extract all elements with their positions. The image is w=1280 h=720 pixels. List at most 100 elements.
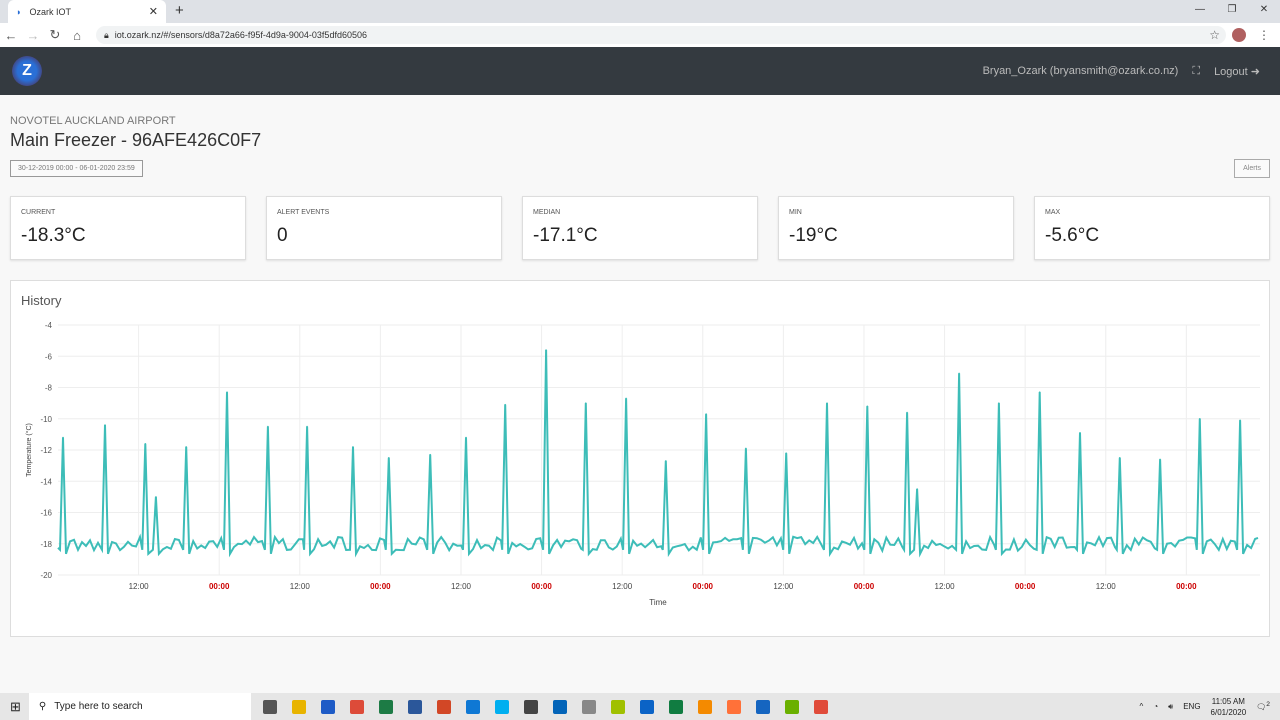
taskbar-app-icon[interactable]: [784, 699, 799, 714]
taskbar-app-icon[interactable]: [581, 699, 596, 714]
data-point: [826, 402, 828, 404]
close-tab-icon[interactable]: ✕: [148, 6, 158, 18]
y-axis-label: Temperature (°C): [25, 423, 33, 477]
x-tick-label: 12:00: [935, 582, 956, 591]
data-point: [504, 403, 507, 406]
taskbar-app-icon[interactable]: [639, 699, 654, 714]
stat-card-alert-events: ALERT EVENTS 0: [266, 196, 502, 260]
tab-title: Ozark IOT: [29, 6, 71, 17]
taskbar-app-icon[interactable]: [378, 699, 393, 714]
browser-tab[interactable]: ◗ Ozark IOT ✕: [8, 0, 166, 23]
x-tick-label: 12:00: [1096, 582, 1117, 591]
stat-value: -18.3°C: [21, 225, 86, 246]
y-tick-label: -8: [45, 384, 53, 393]
data-point: [429, 453, 432, 456]
data-point: [584, 402, 587, 404]
search-icon: ⚲: [38, 701, 47, 712]
lang-label[interactable]: ENG: [1183, 702, 1201, 711]
data-point: [306, 425, 308, 428]
taskbar-app-icon[interactable]: [726, 699, 741, 714]
x-tick-label: 12:00: [129, 582, 150, 591]
y-tick-label: -14: [40, 477, 52, 486]
star-icon[interactable]: ☆: [1209, 28, 1220, 42]
restore-icon[interactable]: ❐: [1227, 4, 1237, 15]
data-point: [625, 397, 627, 400]
volume-icon[interactable]: 🔊︎: [1168, 701, 1174, 711]
taskbar-app-icon[interactable]: [755, 699, 770, 714]
taskbar-app-icon[interactable]: [523, 699, 538, 714]
user-name[interactable]: Bryan_Ozark (bryansmith@ozark.co.nz): [982, 65, 1179, 77]
data-point: [352, 446, 354, 448]
logout-button[interactable]: Logout ➜: [1214, 65, 1260, 78]
logout-icon: ➜: [1250, 65, 1260, 78]
clock[interactable]: 11:05 AM 6/01/2020: [1210, 696, 1247, 717]
data-point: [545, 349, 547, 351]
data-point: [705, 413, 707, 415]
window-close-icon[interactable]: ✕: [1259, 4, 1269, 15]
x-tick-label: 12:00: [451, 582, 472, 591]
y-tick-label: -18: [40, 540, 52, 549]
page-title: Main Freezer - 96AFE426C0F7: [10, 130, 262, 150]
data-point: [906, 411, 908, 414]
taskbar-app-icon[interactable]: [320, 699, 335, 714]
stat-label: ALERT EVENTS: [277, 209, 330, 216]
stat-card-min: MIN -19°C: [778, 196, 1014, 260]
url-input[interactable]: 🔒︎ iot.ozark.nz/#/sensors/d8a72a66-f95f-4…: [96, 26, 1226, 44]
data-point: [1159, 458, 1161, 461]
x-tick-label: 00:00: [854, 582, 875, 591]
reload-icon[interactable]: ↻: [49, 27, 61, 42]
favicon-icon: ◗: [16, 6, 22, 17]
history-title: History: [21, 293, 62, 308]
notification-icon[interactable]: 🗨︎2: [1256, 701, 1270, 712]
x-tick-label: 00:00: [1015, 582, 1036, 591]
y-tick-label: -10: [40, 415, 52, 424]
alerts-button[interactable]: Alerts: [1234, 159, 1270, 178]
stat-value: -5.6°C: [1045, 225, 1100, 246]
data-point: [104, 424, 106, 426]
home-icon[interactable]: ⌂: [73, 27, 81, 43]
taskbar-app-icon[interactable]: [697, 699, 712, 714]
minimize-icon[interactable]: —: [1195, 4, 1205, 15]
data-point: [387, 457, 390, 459]
y-tick-label: -4: [45, 321, 53, 330]
menu-icon[interactable]: ⋮: [1258, 28, 1270, 42]
tray-chevron-icon[interactable]: ^: [1139, 702, 1144, 711]
date-range-picker[interactable]: 30-12-2019 00:00 - 06-01-2020 23:59: [10, 160, 143, 177]
collapse-icon[interactable]: ⛶: [1192, 64, 1201, 77]
taskbar-app-icon[interactable]: [813, 699, 828, 714]
stat-label: CURRENT: [21, 209, 56, 216]
taskbar-app-icon[interactable]: [436, 699, 451, 714]
tab-bar: ◗ Ozark IOT ✕ + — ❐ ✕: [0, 0, 1280, 23]
data-point: [62, 436, 64, 439]
taskbar-app-icon[interactable]: [668, 699, 683, 714]
stat-label: MEDIAN: [533, 209, 561, 216]
x-tick-label: 12:00: [773, 582, 794, 591]
address-bar: ← → ↻ ⌂ 🔒︎ iot.ozark.nz/#/sensors/d8a72a6…: [0, 23, 1280, 47]
taskbar-search[interactable]: ⚲ Type here to search: [28, 693, 251, 720]
taskbar-app-icon[interactable]: [610, 699, 625, 714]
y-tick-label: -6: [45, 352, 53, 361]
network-icon[interactable]: ◔: [1153, 702, 1159, 711]
new-tab-icon[interactable]: +: [175, 2, 184, 19]
data-point: [465, 436, 467, 439]
forward-icon[interactable]: →: [26, 27, 40, 43]
taskbar-app-icon[interactable]: [494, 699, 509, 714]
url-text: iot.ozark.nz/#/sensors/d8a72a66-f95f-4d9…: [114, 30, 367, 40]
taskbar-app-icon[interactable]: [552, 699, 567, 714]
avatar[interactable]: [1232, 28, 1246, 42]
x-tick-label: 00:00: [531, 582, 552, 591]
stat-label: MAX: [1045, 209, 1061, 216]
logo[interactable]: Z: [12, 56, 42, 86]
taskbar-app-icon[interactable]: [349, 699, 364, 714]
x-tick-label: 00:00: [209, 582, 230, 591]
taskbar-app-icon[interactable]: [407, 699, 422, 714]
start-icon[interactable]: ⊞: [10, 698, 21, 714]
y-tick-label: -12: [40, 446, 52, 455]
temperature-series-line: [57, 349, 1259, 558]
taskbar-app-icon[interactable]: [291, 699, 306, 714]
x-tick-label: 00:00: [693, 582, 714, 591]
back-icon[interactable]: ←: [4, 27, 18, 43]
stat-label: MIN: [789, 209, 802, 216]
taskbar-app-icon[interactable]: [465, 699, 480, 714]
taskbar-app-icon[interactable]: [262, 699, 277, 714]
